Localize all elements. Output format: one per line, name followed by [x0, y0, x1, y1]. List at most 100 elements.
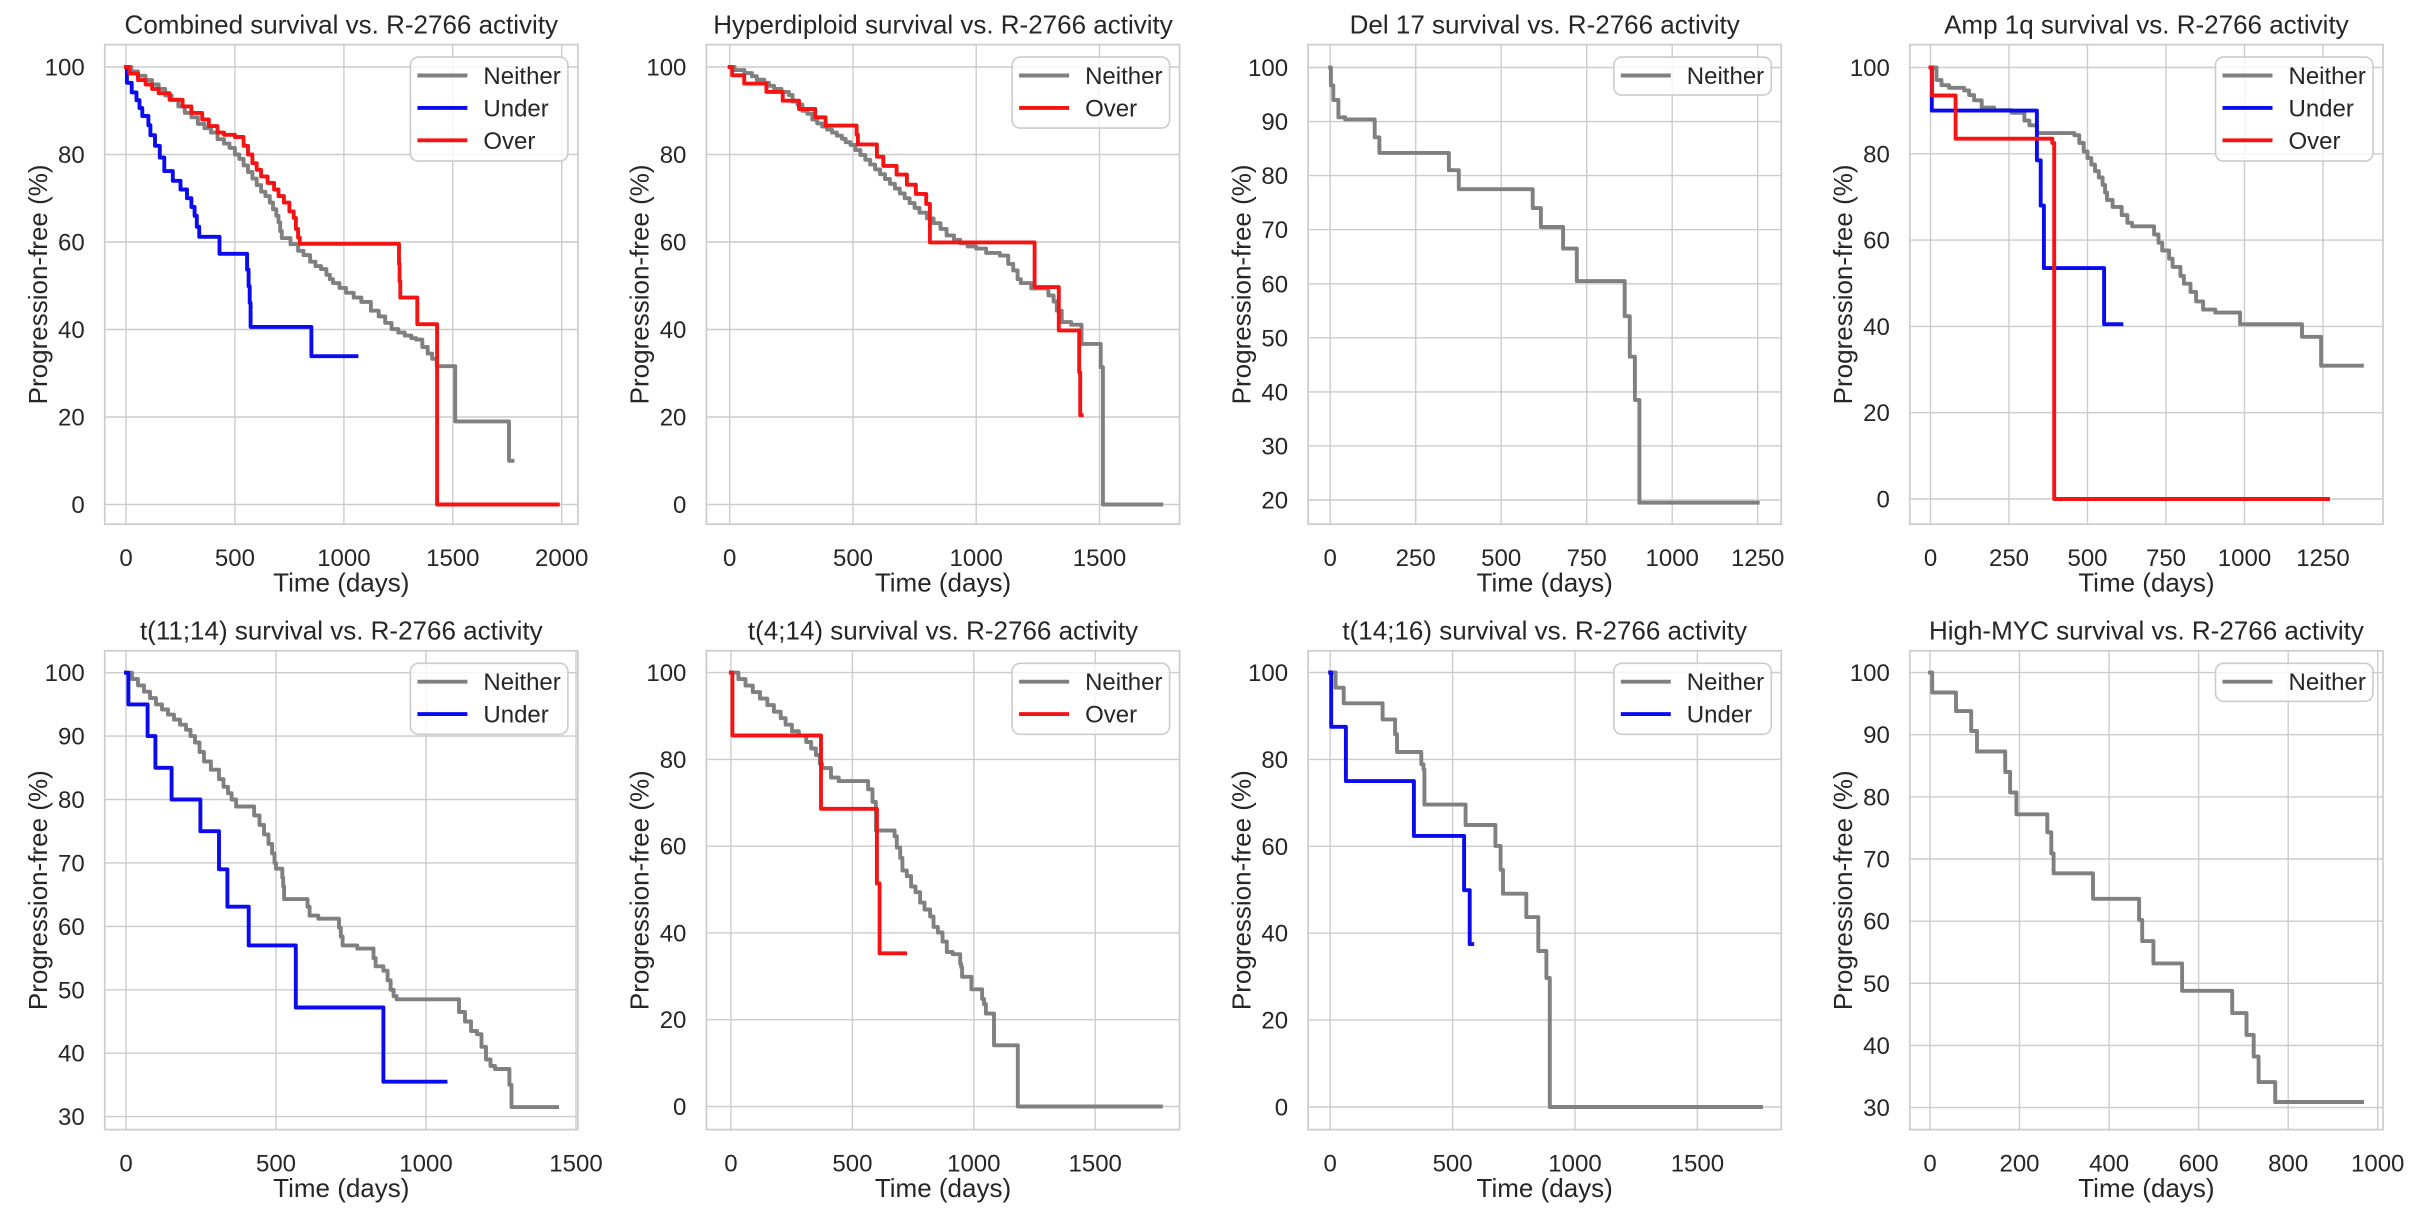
svg-text:Under: Under: [1687, 702, 1752, 729]
svg-text:70: 70: [1863, 847, 1890, 874]
svg-text:0: 0: [1324, 1150, 1337, 1177]
svg-text:t(4;14) survival vs. R-2766 ac: t(4;14) survival vs. R-2766 activity: [748, 616, 1138, 646]
svg-text:20: 20: [1863, 400, 1890, 427]
svg-text:40: 40: [1863, 1033, 1890, 1060]
svg-text:1000: 1000: [317, 545, 370, 572]
svg-text:50: 50: [1863, 971, 1890, 998]
svg-text:500: 500: [215, 545, 255, 572]
svg-text:60: 60: [58, 230, 85, 257]
svg-text:100: 100: [646, 55, 686, 82]
svg-text:1000: 1000: [1646, 545, 1699, 572]
svg-text:Amp 1q survival vs. R-2766 act: Amp 1q survival vs. R-2766 activity: [1944, 10, 2349, 40]
svg-text:100: 100: [1850, 660, 1890, 687]
svg-text:500: 500: [1481, 545, 1521, 572]
svg-text:600: 600: [2179, 1150, 2219, 1177]
svg-text:0: 0: [71, 492, 84, 519]
svg-text:40: 40: [58, 1041, 85, 1068]
svg-text:20: 20: [58, 405, 85, 432]
svg-text:0: 0: [1876, 487, 1889, 514]
svg-text:40: 40: [660, 920, 687, 947]
svg-text:100: 100: [1248, 660, 1288, 687]
svg-text:60: 60: [1261, 271, 1288, 298]
svg-text:Neither: Neither: [1687, 669, 1764, 696]
svg-text:Over: Over: [1085, 702, 1137, 729]
svg-text:Neither: Neither: [1085, 63, 1162, 90]
svg-text:Neither: Neither: [2289, 63, 2366, 90]
svg-text:80: 80: [58, 787, 85, 814]
svg-text:0: 0: [1924, 545, 1937, 572]
svg-text:30: 30: [1863, 1095, 1890, 1122]
svg-text:1000: 1000: [2218, 545, 2271, 572]
svg-text:Progression-free (%): Progression-free (%): [625, 770, 655, 1010]
svg-text:40: 40: [58, 317, 85, 344]
svg-text:80: 80: [1863, 141, 1890, 168]
svg-text:800: 800: [2268, 1150, 2308, 1177]
svg-text:100: 100: [1850, 55, 1890, 82]
svg-text:50: 50: [1261, 325, 1288, 352]
svg-text:Under: Under: [2289, 95, 2354, 122]
svg-text:Progression-free (%): Progression-free (%): [1226, 770, 1256, 1010]
svg-text:Over: Over: [483, 128, 535, 155]
svg-text:500: 500: [832, 1150, 872, 1177]
svg-text:1250: 1250: [2296, 545, 2349, 572]
svg-text:Combined survival vs. R-2766 a: Combined survival vs. R-2766 activity: [125, 10, 559, 40]
svg-text:750: 750: [1567, 545, 1607, 572]
svg-text:80: 80: [1261, 163, 1288, 190]
svg-text:Progression-free (%): Progression-free (%): [23, 164, 53, 404]
svg-text:50: 50: [58, 977, 85, 1004]
svg-text:40: 40: [660, 317, 687, 344]
svg-text:Over: Over: [2289, 128, 2341, 155]
svg-text:High-MYC survival vs. R-2766 a: High-MYC survival vs. R-2766 activity: [1929, 616, 2364, 646]
svg-text:20: 20: [1261, 1008, 1288, 1035]
svg-text:1500: 1500: [1069, 1150, 1122, 1177]
svg-text:500: 500: [256, 1150, 296, 1177]
svg-text:0: 0: [1324, 545, 1337, 572]
svg-text:Time (days): Time (days): [1477, 1173, 1613, 1203]
svg-text:100: 100: [1248, 55, 1288, 82]
svg-text:2000: 2000: [535, 545, 588, 572]
svg-text:90: 90: [58, 724, 85, 751]
svg-text:Hyperdiploid survival vs. R-27: Hyperdiploid survival vs. R-2766 activit…: [713, 10, 1173, 40]
svg-text:20: 20: [660, 1007, 687, 1034]
svg-text:100: 100: [45, 660, 85, 687]
svg-text:40: 40: [1863, 314, 1890, 341]
svg-text:Progression-free (%): Progression-free (%): [1828, 164, 1858, 404]
svg-text:1500: 1500: [549, 1150, 602, 1177]
svg-text:80: 80: [660, 142, 687, 169]
svg-text:Time (days): Time (days): [273, 568, 409, 598]
svg-text:1000: 1000: [1548, 1150, 1601, 1177]
svg-text:70: 70: [58, 850, 85, 877]
svg-text:60: 60: [1863, 228, 1890, 255]
svg-text:t(11;14) survival vs. R-2766 a: t(11;14) survival vs. R-2766 activity: [140, 616, 543, 646]
svg-text:Time (days): Time (days): [2078, 1173, 2214, 1203]
svg-text:500: 500: [2067, 545, 2107, 572]
svg-text:60: 60: [1261, 834, 1288, 861]
svg-text:80: 80: [1863, 784, 1890, 811]
svg-text:1250: 1250: [1731, 545, 1784, 572]
svg-text:1000: 1000: [399, 1150, 452, 1177]
svg-text:Time (days): Time (days): [875, 568, 1011, 598]
svg-text:1500: 1500: [1073, 545, 1126, 572]
svg-text:Neither: Neither: [483, 63, 560, 90]
svg-text:60: 60: [660, 834, 687, 861]
svg-text:30: 30: [58, 1104, 85, 1131]
svg-text:Time (days): Time (days): [1477, 568, 1613, 598]
svg-text:400: 400: [2089, 1150, 2129, 1177]
svg-text:1000: 1000: [947, 1150, 1000, 1177]
svg-text:1000: 1000: [2351, 1150, 2404, 1177]
svg-text:30: 30: [1261, 433, 1288, 460]
svg-text:100: 100: [45, 55, 85, 82]
svg-text:0: 0: [673, 1094, 686, 1121]
svg-text:0: 0: [119, 545, 132, 572]
svg-text:60: 60: [660, 230, 687, 257]
svg-text:1000: 1000: [950, 545, 1003, 572]
svg-text:Progression-free (%): Progression-free (%): [1828, 770, 1858, 1010]
svg-text:0: 0: [1923, 1150, 1936, 1177]
svg-text:60: 60: [58, 914, 85, 941]
svg-text:500: 500: [1433, 1150, 1473, 1177]
svg-text:80: 80: [1261, 747, 1288, 774]
svg-text:Progression-free (%): Progression-free (%): [625, 164, 655, 404]
svg-text:100: 100: [646, 660, 686, 687]
svg-text:Time (days): Time (days): [2078, 568, 2214, 598]
svg-text:1500: 1500: [1671, 1150, 1724, 1177]
